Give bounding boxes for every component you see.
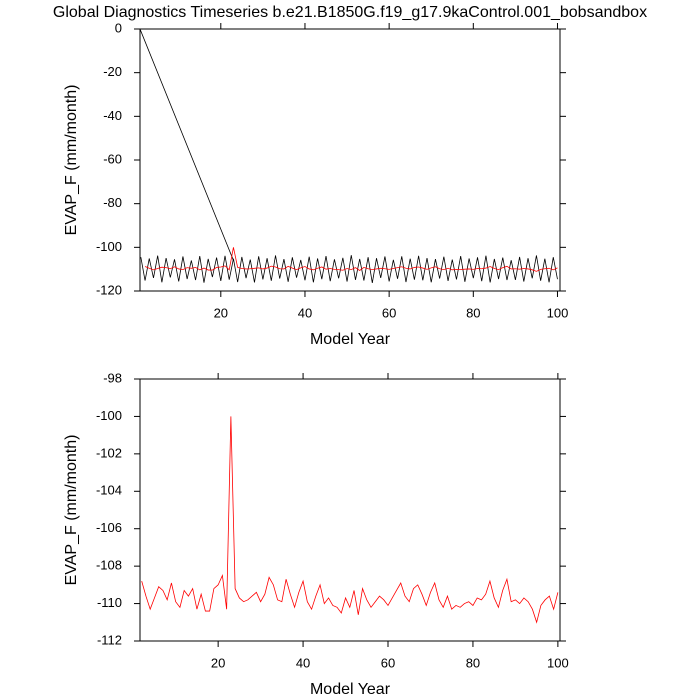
x-tick-label: 40	[296, 655, 310, 670]
y-tick-label: -80	[103, 195, 122, 210]
y-tick-label: -102	[96, 445, 122, 460]
y-axis-label: EVAP_F (mm/month)	[63, 435, 80, 586]
plot-frame	[139, 378, 561, 642]
x-tick-label: 100	[547, 655, 569, 670]
y-axis-label: EVAP_F (mm/month)	[63, 85, 80, 236]
x-tick-label: 60	[381, 655, 395, 670]
y-tick-label: -110	[97, 595, 122, 610]
plot-frame	[139, 28, 561, 292]
y-tick-label: 0	[115, 20, 122, 35]
y-tick-label: -106	[96, 520, 122, 535]
data-line	[140, 255, 558, 283]
data-line	[141, 416, 559, 624]
y-tick-label: -60	[103, 151, 122, 166]
x-tick-label: 100	[547, 305, 569, 320]
x-tick-label: 60	[382, 305, 396, 320]
y-tick-label: -100	[96, 408, 122, 423]
x-tick-label: 80	[466, 655, 480, 670]
data-line	[140, 29, 234, 261]
x-tick-label: 40	[298, 305, 312, 320]
x-tick-label: 20	[214, 305, 228, 320]
x-axis-label: Model Year	[310, 681, 391, 698]
y-tick-label: -40	[103, 108, 122, 123]
x-tick-label: 80	[466, 305, 480, 320]
x-tick-label: 20	[211, 655, 225, 670]
data-line	[144, 247, 558, 272]
y-tick-label: -108	[96, 558, 122, 573]
y-tick-label: -112	[97, 632, 122, 647]
y-tick-label: -120	[96, 282, 122, 297]
y-tick-label: -98	[103, 370, 122, 385]
x-axis-label: Model Year	[310, 331, 391, 348]
y-tick-label: -104	[96, 483, 122, 498]
y-tick-label: -20	[103, 64, 122, 79]
y-tick-label: -100	[96, 239, 122, 254]
chart-title: Global Diagnostics Timeseries b.e21.B185…	[53, 4, 647, 21]
